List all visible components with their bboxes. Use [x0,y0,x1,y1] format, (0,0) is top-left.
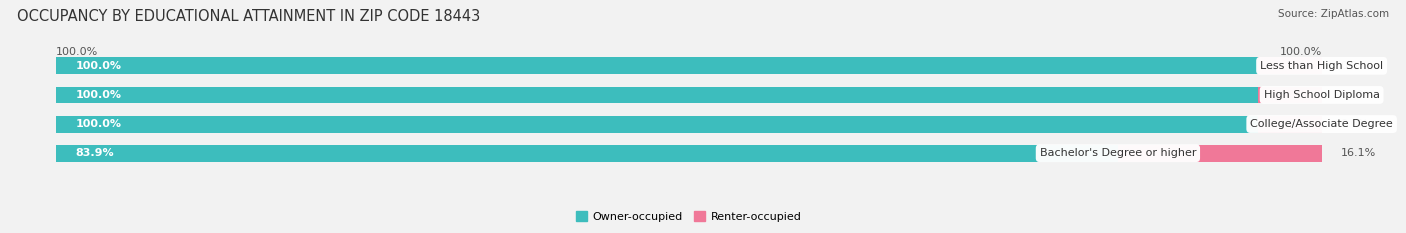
Text: 100.0%: 100.0% [76,119,121,129]
Bar [1118,145,1322,162]
Text: High School Diploma: High School Diploma [1264,90,1379,100]
Text: College/Associate Degree: College/Associate Degree [1250,119,1393,129]
Text: 16.1%: 16.1% [1340,148,1376,158]
Text: 0.0%: 0.0% [1340,61,1369,71]
Text: 100.0%: 100.0% [1279,47,1322,57]
Bar [56,145,1118,162]
Bar [1258,116,1322,133]
Text: Bachelor's Degree or higher: Bachelor's Degree or higher [1039,148,1197,158]
Bar [1246,116,1322,133]
Text: 100.0%: 100.0% [76,61,121,71]
Text: Source: ZipAtlas.com: Source: ZipAtlas.com [1278,9,1389,19]
Text: 0.0%: 0.0% [1340,90,1369,100]
Text: 0.0%: 0.0% [1340,119,1369,129]
Bar [56,116,1322,133]
Text: Less than High School: Less than High School [1260,61,1384,71]
Text: 100.0%: 100.0% [76,90,121,100]
Bar [56,57,1322,74]
Bar [56,116,1322,133]
Bar [56,86,1322,103]
Bar [1258,86,1322,103]
Text: 83.9%: 83.9% [76,148,114,158]
Bar [1246,57,1322,74]
Bar [56,57,1322,74]
Legend: Owner-occupied, Renter-occupied: Owner-occupied, Renter-occupied [572,207,806,226]
Bar [1118,145,1322,162]
Bar [56,116,1322,133]
Bar [56,86,1322,103]
Bar [56,57,1322,74]
Bar [1246,86,1322,103]
Bar [56,145,1322,162]
Bar [56,145,1322,162]
Bar [1258,57,1322,74]
Text: OCCUPANCY BY EDUCATIONAL ATTAINMENT IN ZIP CODE 18443: OCCUPANCY BY EDUCATIONAL ATTAINMENT IN Z… [17,9,479,24]
Text: 100.0%: 100.0% [56,47,98,57]
Bar [56,86,1322,103]
